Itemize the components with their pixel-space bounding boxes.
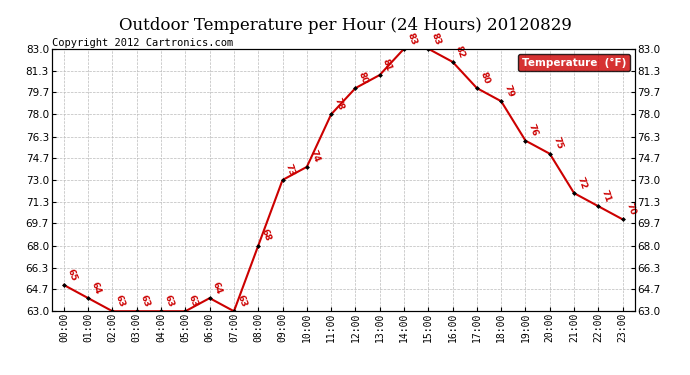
Text: 64: 64 (90, 280, 102, 296)
Text: 63: 63 (162, 294, 175, 309)
Text: 79: 79 (502, 83, 515, 99)
Text: 74: 74 (308, 149, 321, 164)
Text: 65: 65 (66, 267, 78, 282)
Legend: Temperature  (°F): Temperature (°F) (518, 54, 629, 71)
Text: 78: 78 (333, 97, 345, 112)
Text: 76: 76 (527, 123, 540, 138)
Text: Outdoor Temperature per Hour (24 Hours) 20120829: Outdoor Temperature per Hour (24 Hours) … (119, 17, 571, 34)
Text: 63: 63 (187, 294, 199, 309)
Text: 63: 63 (235, 294, 248, 309)
Text: 68: 68 (259, 228, 273, 243)
Text: 75: 75 (551, 136, 564, 151)
Text: 83: 83 (406, 31, 418, 46)
Text: 72: 72 (575, 176, 589, 190)
Text: 80: 80 (478, 70, 491, 86)
Text: 83: 83 (430, 31, 442, 46)
Text: 63: 63 (114, 294, 126, 309)
Text: 82: 82 (454, 44, 466, 59)
Text: 80: 80 (357, 70, 370, 86)
Text: 63: 63 (138, 294, 151, 309)
Text: 64: 64 (211, 280, 224, 296)
Text: 70: 70 (624, 202, 637, 217)
Text: 73: 73 (284, 162, 297, 177)
Text: 71: 71 (600, 189, 613, 204)
Text: 81: 81 (381, 57, 394, 72)
Text: Copyright 2012 Cartronics.com: Copyright 2012 Cartronics.com (52, 38, 233, 48)
